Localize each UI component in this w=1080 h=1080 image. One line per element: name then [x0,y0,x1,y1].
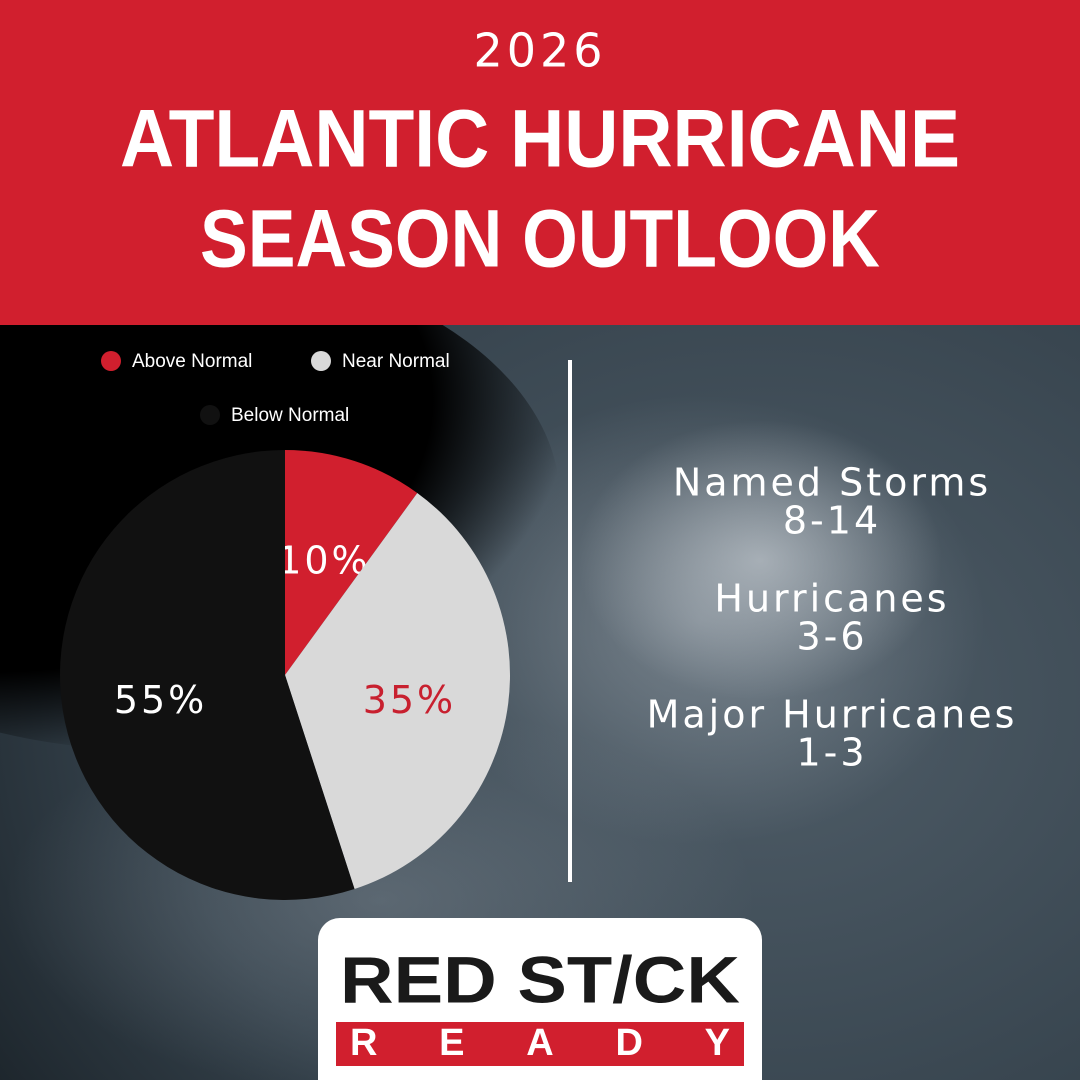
stat-label: Hurricanes [714,577,949,621]
title-line: SEASON OUTLOOK [200,194,880,285]
slice-label: 10% [277,539,370,583]
legend-swatch [200,405,220,425]
legend-swatch [311,351,331,371]
slice-label: 55% [114,678,207,722]
legend: Above Normal Near Normal Below Normal [101,351,450,426]
slice-label: 35% [363,678,456,722]
legend-label: Above Normal [132,351,252,372]
logo-bar [336,1022,744,1066]
title-line: ATLANTIC HURRICANE [120,94,960,185]
year: 2026 [473,24,606,78]
stat-range: 3-6 [796,615,867,659]
stat-label: Named Storms [673,461,991,505]
stat-range: 1-3 [796,731,867,775]
pie-slice [60,450,355,900]
legend-label: Below Normal [231,405,349,426]
header-band [0,0,1080,325]
pie-slice [285,450,418,675]
logo-top: RED ST/CK [340,942,740,1016]
pie-slice [285,492,511,889]
legend-label: Near Normal [342,351,450,372]
stat-label: Major Hurricanes [647,693,1018,737]
legend-swatch [101,351,121,371]
pie-chart: 10% 35% 55% [60,450,511,900]
stat-range: 8-14 [783,499,881,543]
